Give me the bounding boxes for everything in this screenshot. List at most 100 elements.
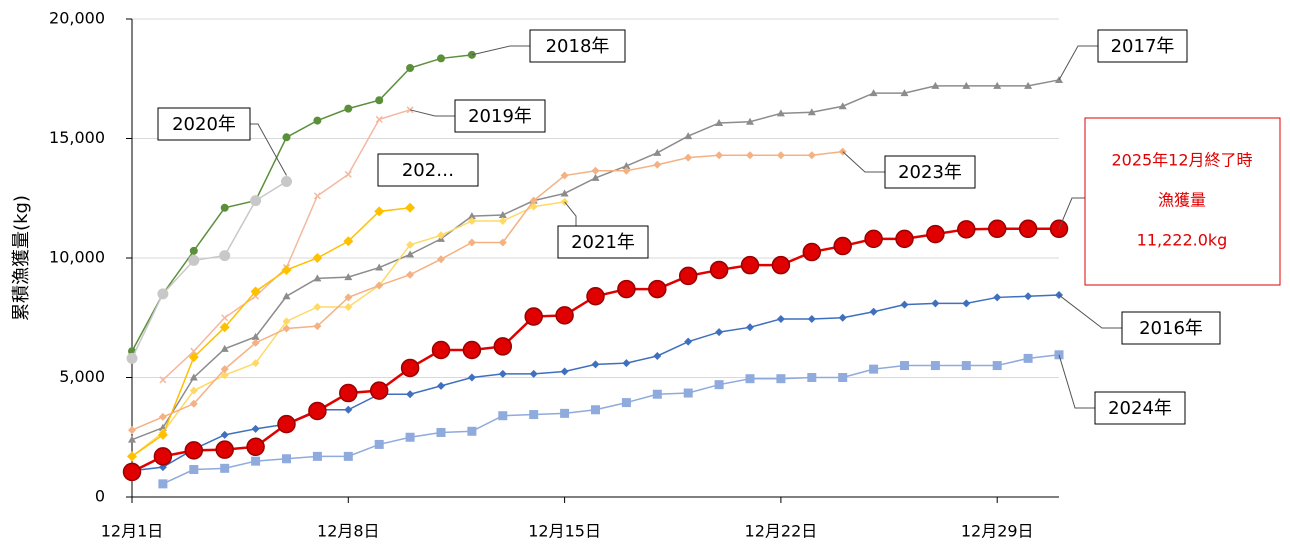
point — [157, 288, 169, 300]
point — [931, 299, 940, 308]
point — [189, 386, 198, 395]
series-label: 202… — [402, 160, 454, 181]
y-tick-label: 15,000 — [49, 128, 105, 147]
point — [560, 171, 569, 180]
point — [560, 367, 569, 376]
point — [467, 238, 476, 247]
point — [807, 108, 816, 116]
point — [833, 236, 852, 256]
leader-line — [409, 109, 455, 117]
point — [220, 203, 229, 212]
point — [622, 359, 631, 368]
point — [529, 196, 538, 205]
point — [715, 328, 724, 337]
series-line — [131, 54, 472, 352]
x-tick-label: 12月8日 — [317, 522, 380, 541]
point — [838, 373, 848, 382]
point — [900, 300, 909, 309]
point — [406, 63, 415, 72]
point — [467, 426, 477, 436]
point — [745, 374, 755, 384]
series-line — [131, 207, 411, 457]
point — [869, 89, 878, 97]
point — [157, 429, 168, 440]
point — [807, 373, 817, 382]
point — [431, 340, 451, 360]
point — [926, 224, 945, 244]
series-label: 2023年 — [898, 162, 962, 183]
point — [282, 317, 291, 326]
series-label: 2020年 — [172, 114, 236, 135]
point — [529, 369, 538, 378]
point — [221, 314, 229, 322]
point — [771, 255, 791, 275]
point — [246, 437, 265, 457]
leader-line — [564, 201, 577, 226]
point — [281, 264, 292, 275]
point — [591, 360, 600, 369]
y-axis-label: 累積漁獲量(kg) — [11, 195, 32, 321]
point — [498, 238, 507, 247]
point — [159, 376, 167, 384]
point — [869, 307, 878, 316]
series-line — [131, 150, 843, 431]
point — [215, 440, 234, 459]
series-label-box — [157, 107, 251, 141]
point — [369, 381, 389, 400]
point — [931, 81, 940, 89]
point — [437, 255, 445, 264]
point — [406, 250, 415, 258]
point — [776, 374, 786, 384]
point — [220, 371, 229, 380]
point — [652, 389, 662, 399]
point — [343, 451, 353, 461]
series-label-box — [557, 225, 649, 259]
point — [838, 102, 847, 110]
point — [715, 118, 724, 126]
point — [189, 465, 199, 475]
point — [467, 373, 476, 382]
point — [189, 399, 198, 408]
point — [282, 324, 291, 333]
point — [1018, 219, 1038, 239]
point — [220, 463, 230, 473]
point — [653, 351, 662, 360]
series-label: 2024年 — [1108, 398, 1172, 419]
point — [993, 81, 1002, 89]
point — [586, 286, 605, 306]
point — [498, 216, 507, 225]
x-tick-label: 12月29日 — [961, 522, 1034, 541]
point — [344, 405, 353, 414]
point — [683, 388, 693, 398]
point — [992, 361, 1002, 371]
point — [220, 430, 229, 439]
point — [282, 454, 291, 464]
point — [957, 220, 976, 239]
point — [436, 427, 446, 437]
x-tick-label: 12月1日 — [101, 522, 164, 541]
y-tick-label: 20,000 — [49, 9, 105, 28]
point — [591, 173, 600, 181]
point — [220, 344, 229, 352]
point — [308, 401, 327, 421]
point — [313, 116, 322, 125]
point — [158, 479, 168, 489]
x-tick-label: 12月15日 — [528, 522, 601, 541]
leader-line — [842, 151, 885, 173]
point — [313, 302, 322, 311]
point — [591, 405, 600, 415]
point — [375, 263, 384, 271]
point — [126, 352, 138, 364]
point — [277, 414, 296, 434]
point — [498, 210, 507, 218]
point — [344, 302, 353, 311]
y-tick-label: 10,000 — [49, 248, 105, 267]
point — [838, 313, 847, 322]
point — [219, 322, 230, 333]
point — [128, 435, 136, 443]
series-label-box — [1097, 29, 1188, 63]
point — [190, 347, 198, 355]
y-tick-label: 0 — [95, 487, 105, 506]
point — [714, 380, 724, 390]
